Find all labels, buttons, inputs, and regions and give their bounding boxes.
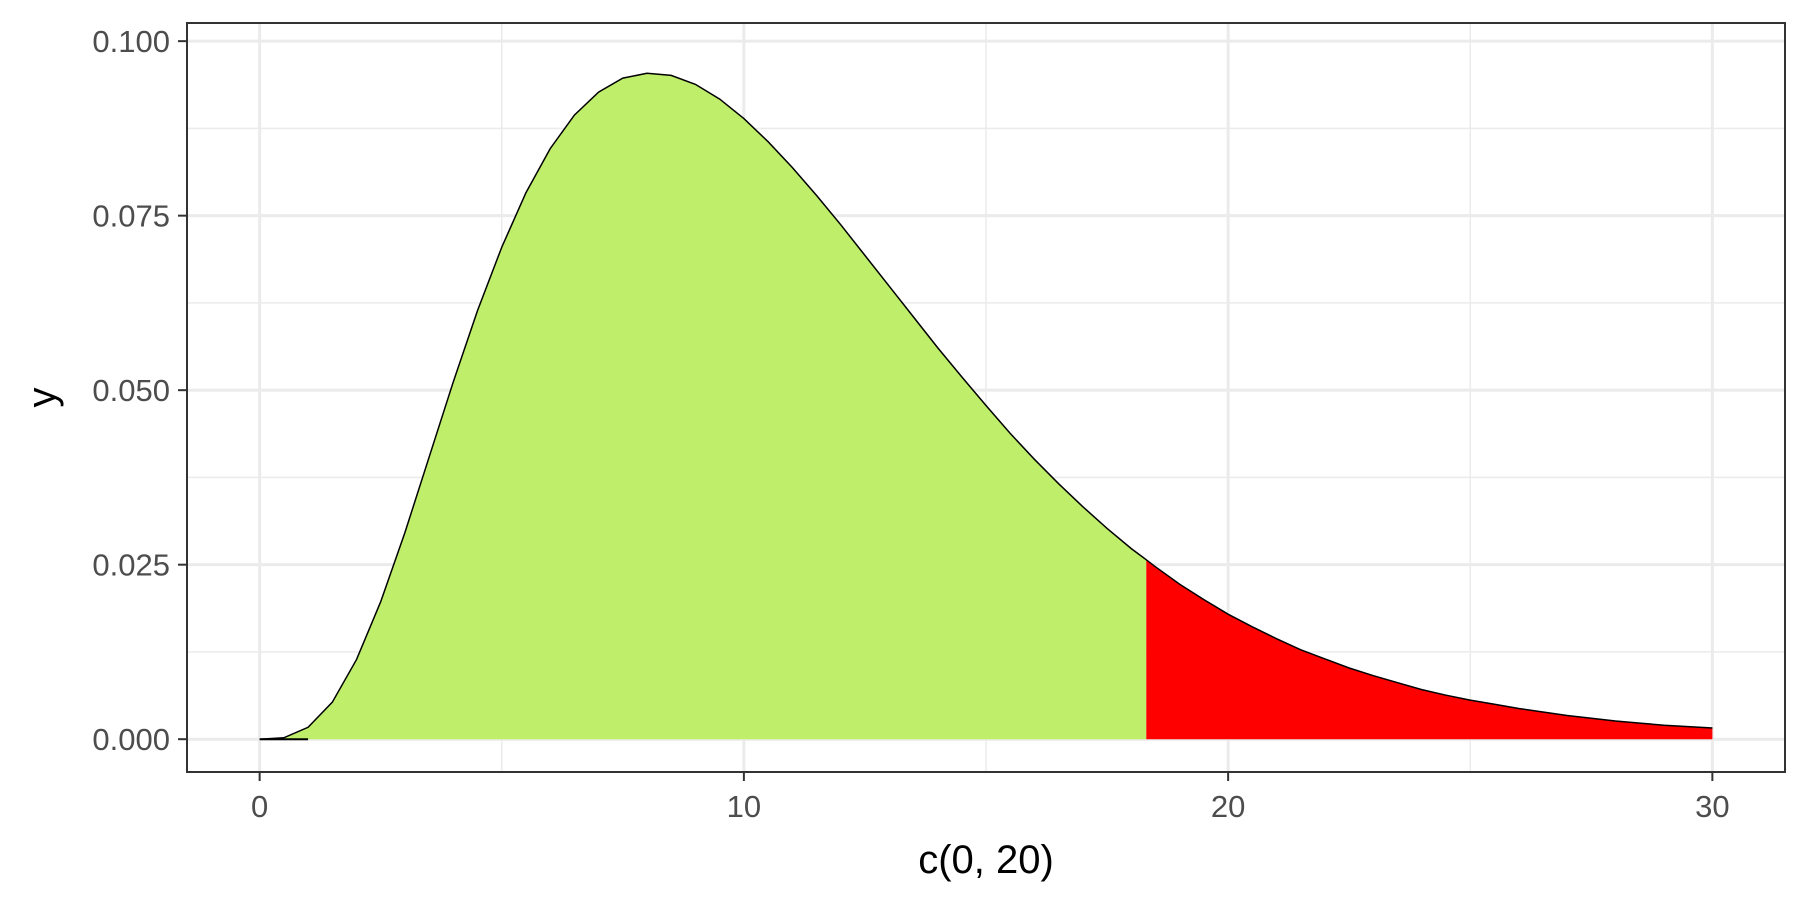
x-tick-label: 0 bbox=[251, 789, 268, 824]
y-tick-label: 0.075 bbox=[92, 199, 170, 234]
y-tick-label: 0.000 bbox=[92, 722, 170, 757]
y-tick-label: 0.025 bbox=[92, 548, 170, 583]
x-tick-label: 30 bbox=[1695, 789, 1729, 824]
y-axis-title: y bbox=[20, 388, 64, 408]
x-tick-label: 10 bbox=[727, 789, 761, 824]
panel-border bbox=[186, 22, 1786, 773]
x-axis: 0 10 20 30 bbox=[251, 772, 1730, 824]
shaded-areas bbox=[259, 73, 1713, 740]
density-curve bbox=[259, 72, 1713, 741]
x-axis-title: c(0, 20) bbox=[918, 838, 1054, 882]
y-axis: 0.000 0.025 0.050 0.075 0.100 bbox=[92, 24, 187, 757]
x-tick-label: 20 bbox=[1211, 789, 1245, 824]
y-tick-label: 0.050 bbox=[92, 373, 170, 408]
shaded-region-lower bbox=[259, 73, 1147, 740]
density-line bbox=[259, 72, 1713, 740]
shaded-region-upper-tail bbox=[1146, 559, 1713, 740]
y-tick-label: 0.100 bbox=[92, 24, 170, 59]
